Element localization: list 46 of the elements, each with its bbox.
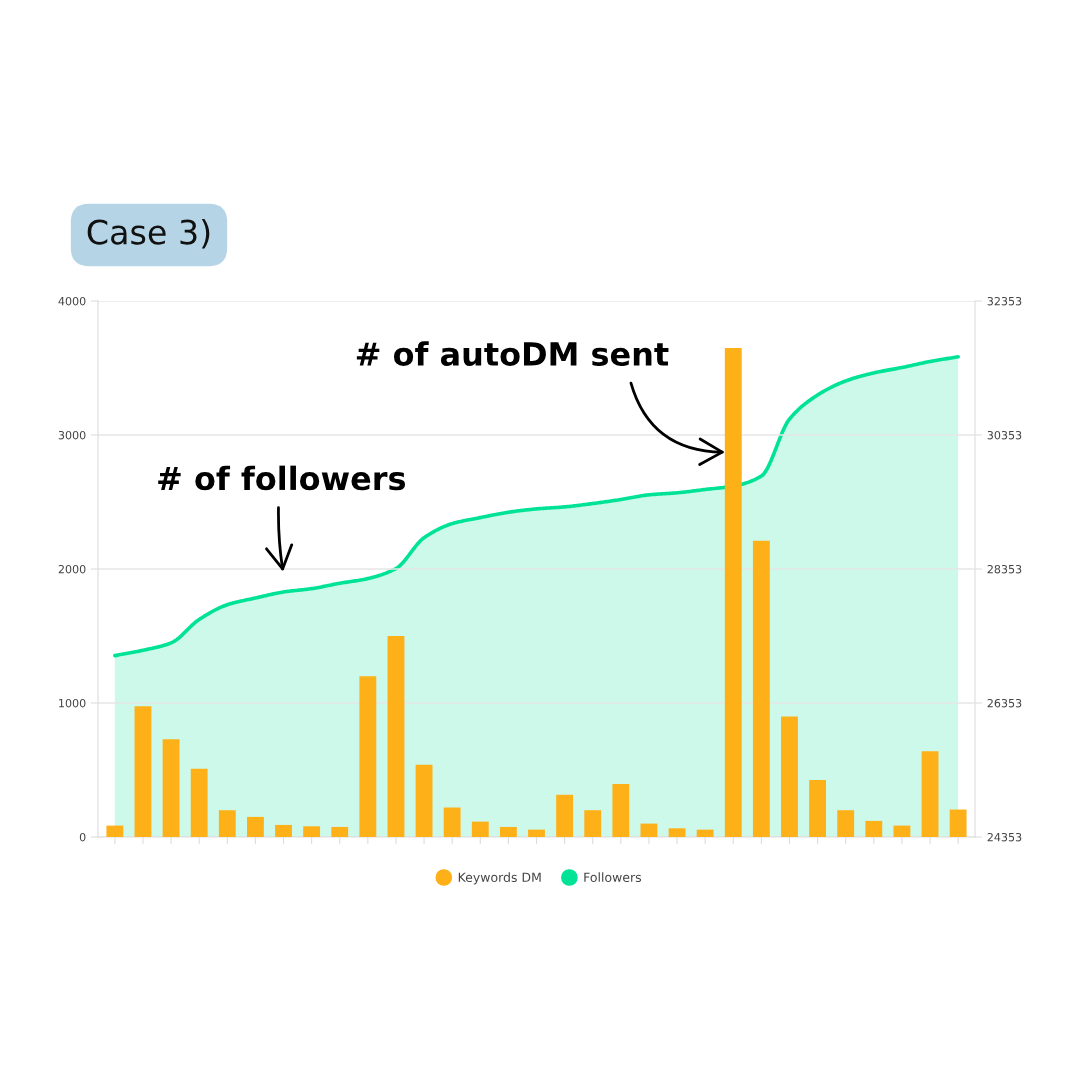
bar	[246, 816, 264, 837]
y-tick-label: 2000	[58, 564, 86, 574]
annotation: # of followers	[158, 465, 406, 491]
bar	[949, 809, 967, 837]
bar	[696, 829, 714, 837]
y2-tick-label: 28353	[987, 564, 1022, 574]
bar	[724, 347, 742, 837]
chart-title: Case 3)	[87, 218, 210, 249]
bar	[752, 540, 770, 837]
bar	[331, 826, 349, 837]
y2-tick-label: 26353	[987, 698, 1022, 708]
bar	[781, 716, 798, 837]
bar	[190, 768, 208, 837]
annotation: # of autoDM sent	[356, 341, 669, 367]
y2-tick-label: 30353	[987, 430, 1022, 440]
bar	[471, 821, 489, 837]
bar	[359, 676, 377, 837]
bar	[612, 784, 630, 837]
bar	[584, 810, 602, 837]
y-tick-label: 3000	[58, 430, 86, 440]
bar	[837, 810, 855, 837]
bar	[415, 764, 433, 837]
bar	[556, 794, 574, 837]
bar	[865, 820, 883, 837]
bar	[275, 824, 292, 837]
bar	[809, 780, 827, 837]
bar	[387, 636, 405, 837]
y2-tick-label: 32353	[987, 296, 1022, 306]
bar	[528, 829, 545, 837]
bar	[162, 739, 180, 837]
bar	[499, 826, 517, 837]
bar	[921, 751, 939, 837]
y2-tick-label: 24353	[987, 832, 1022, 842]
bar	[303, 826, 321, 837]
y-tick-label: 1000	[59, 698, 86, 708]
y-tick-label: 4000	[58, 296, 86, 306]
bar	[218, 810, 236, 837]
legend-label: Followers	[584, 872, 642, 883]
bar	[106, 825, 124, 837]
y-tick-label: 0	[79, 832, 86, 842]
bar	[893, 825, 911, 837]
bar	[668, 828, 686, 837]
bar	[443, 807, 461, 837]
bar	[134, 706, 152, 837]
bar	[640, 823, 658, 837]
legend-label: Keywords DM	[458, 872, 541, 885]
